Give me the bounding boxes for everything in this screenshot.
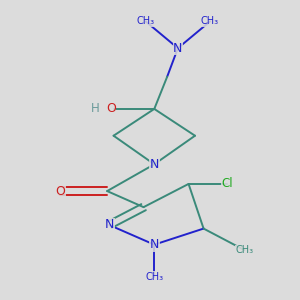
Text: H: H [91, 102, 100, 116]
Text: CH₃: CH₃ [201, 16, 219, 26]
Text: CH₃: CH₃ [145, 272, 163, 282]
Text: O: O [106, 102, 116, 116]
Text: O: O [55, 184, 65, 198]
Text: N: N [150, 238, 159, 251]
Text: N: N [105, 218, 114, 232]
Text: N: N [173, 42, 182, 55]
Text: N: N [150, 158, 159, 171]
Text: CH₃: CH₃ [235, 245, 253, 255]
Text: Cl: Cl [221, 177, 233, 190]
Text: CH₃: CH₃ [137, 16, 155, 26]
